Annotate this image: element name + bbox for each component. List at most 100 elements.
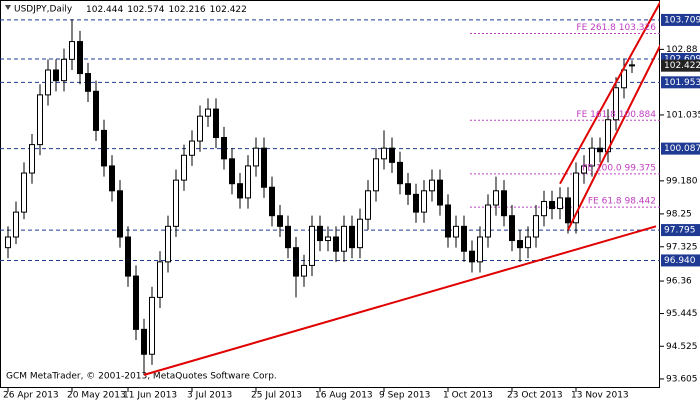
candle-body <box>509 215 515 242</box>
candle-body <box>261 147 267 188</box>
x-tick-label: 11 Jun 2013 <box>123 391 177 401</box>
candle-body <box>181 154 187 181</box>
candle-body <box>5 236 11 249</box>
level-label-box <box>661 254 700 267</box>
candle-body <box>453 225 459 238</box>
candle-body <box>581 165 587 174</box>
candle-body <box>269 186 275 217</box>
level-label: 102.609 <box>664 55 700 65</box>
header-value: 102.574 <box>127 5 164 15</box>
y-tick-label: 97.325 <box>666 242 698 252</box>
candle-body <box>533 215 539 238</box>
candle-body <box>333 236 339 252</box>
trendline <box>143 225 657 376</box>
candle-body <box>357 218 363 249</box>
candle-body <box>309 225 315 266</box>
candle-body <box>541 200 547 217</box>
candle-body <box>397 161 403 185</box>
candle-body <box>613 87 619 121</box>
level-label: 96.940 <box>664 256 696 266</box>
header-value: 102.444 <box>86 5 123 15</box>
x-tick-label: 25 Jul 2013 <box>251 391 302 401</box>
candle-body <box>469 250 475 263</box>
y-tick-label: 101.035 <box>666 110 700 120</box>
candle-body <box>381 147 387 160</box>
trendline <box>559 0 660 185</box>
candle-body <box>45 69 51 96</box>
symbol-icon <box>5 5 11 10</box>
current-price-box <box>661 59 700 72</box>
candle-body <box>557 197 563 210</box>
plot-frame <box>0 0 660 388</box>
level-label-box <box>661 13 700 26</box>
candle-body <box>237 183 243 199</box>
header-value: 102.422 <box>210 5 247 15</box>
candle-body <box>429 179 435 192</box>
fib-label: FE 261.8 103.326 <box>576 23 656 33</box>
candle-body <box>77 41 83 75</box>
candle-body <box>197 115 203 142</box>
candle-body <box>341 225 347 252</box>
candle-body <box>365 190 371 220</box>
candle-body <box>565 197 571 224</box>
x-tick-label: 26 Apr 2013 <box>3 391 59 401</box>
candle-body <box>157 261 163 298</box>
candle-body <box>173 179 179 227</box>
candle-body <box>301 264 307 277</box>
x-tick-label: 9 Sep 2013 <box>379 391 430 401</box>
candle-body <box>189 140 195 156</box>
level-label-box <box>661 53 700 66</box>
candle-body <box>317 225 323 242</box>
candle-body <box>125 236 131 277</box>
candle-body <box>501 190 507 217</box>
x-tick-label: 13 Nov 2013 <box>571 391 629 401</box>
candle-body <box>149 296 155 355</box>
x-tick-label: 1 Oct 2013 <box>443 391 493 401</box>
fib-label: FE 161.8 100.884 <box>576 110 656 120</box>
candle-body <box>349 225 355 249</box>
plot <box>0 0 660 376</box>
candle-body <box>389 147 395 163</box>
level-label: 103.709 <box>664 15 700 25</box>
x-tick-label: 3 Jul 2013 <box>187 391 232 401</box>
y-tick-label: 94.525 <box>666 342 698 352</box>
header-ohlc: 102.444 102.574 102.216 102.422 <box>86 5 247 15</box>
candle-body <box>525 236 531 249</box>
candle-body <box>253 147 259 167</box>
candle-body <box>293 247 299 277</box>
level-label: 100.087 <box>664 144 700 154</box>
candle-body <box>109 165 115 192</box>
candle-body <box>493 190 499 206</box>
candle-body <box>461 225 467 252</box>
candle-body <box>37 94 43 146</box>
candle-body <box>61 58 67 82</box>
y-tick-label: 102.88 <box>666 45 698 55</box>
candle-body <box>517 240 523 249</box>
candle-body <box>477 236 483 263</box>
y-tick-label: 96.36 <box>666 277 692 287</box>
candle-body <box>205 108 211 117</box>
candle-body <box>405 183 411 195</box>
x-tick-label: 23 Oct 2013 <box>507 391 563 401</box>
candle-body <box>485 204 491 238</box>
candle-body <box>53 69 59 82</box>
candle-body <box>413 193 419 213</box>
level-label-box <box>661 224 700 237</box>
candle-body <box>285 225 291 249</box>
footer: GCM MetaTrader, © 2001-2013, MetaQuotes … <box>6 372 277 382</box>
candle-body <box>13 211 19 238</box>
candle-body <box>421 190 427 213</box>
current-price: 102.422 <box>664 61 700 71</box>
candle-body <box>437 179 443 206</box>
candle-body <box>229 158 235 185</box>
trendline <box>567 43 660 231</box>
candle-body <box>549 200 555 210</box>
candle-body <box>69 41 75 60</box>
candle-body <box>325 236 331 242</box>
candle-body <box>213 108 219 139</box>
y-tick-label: 98.25 <box>666 209 692 219</box>
symbol: USDJPY,Daily <box>14 5 73 15</box>
level-label-box <box>661 76 700 89</box>
candle-body <box>221 137 227 160</box>
candle-body <box>597 147 603 153</box>
